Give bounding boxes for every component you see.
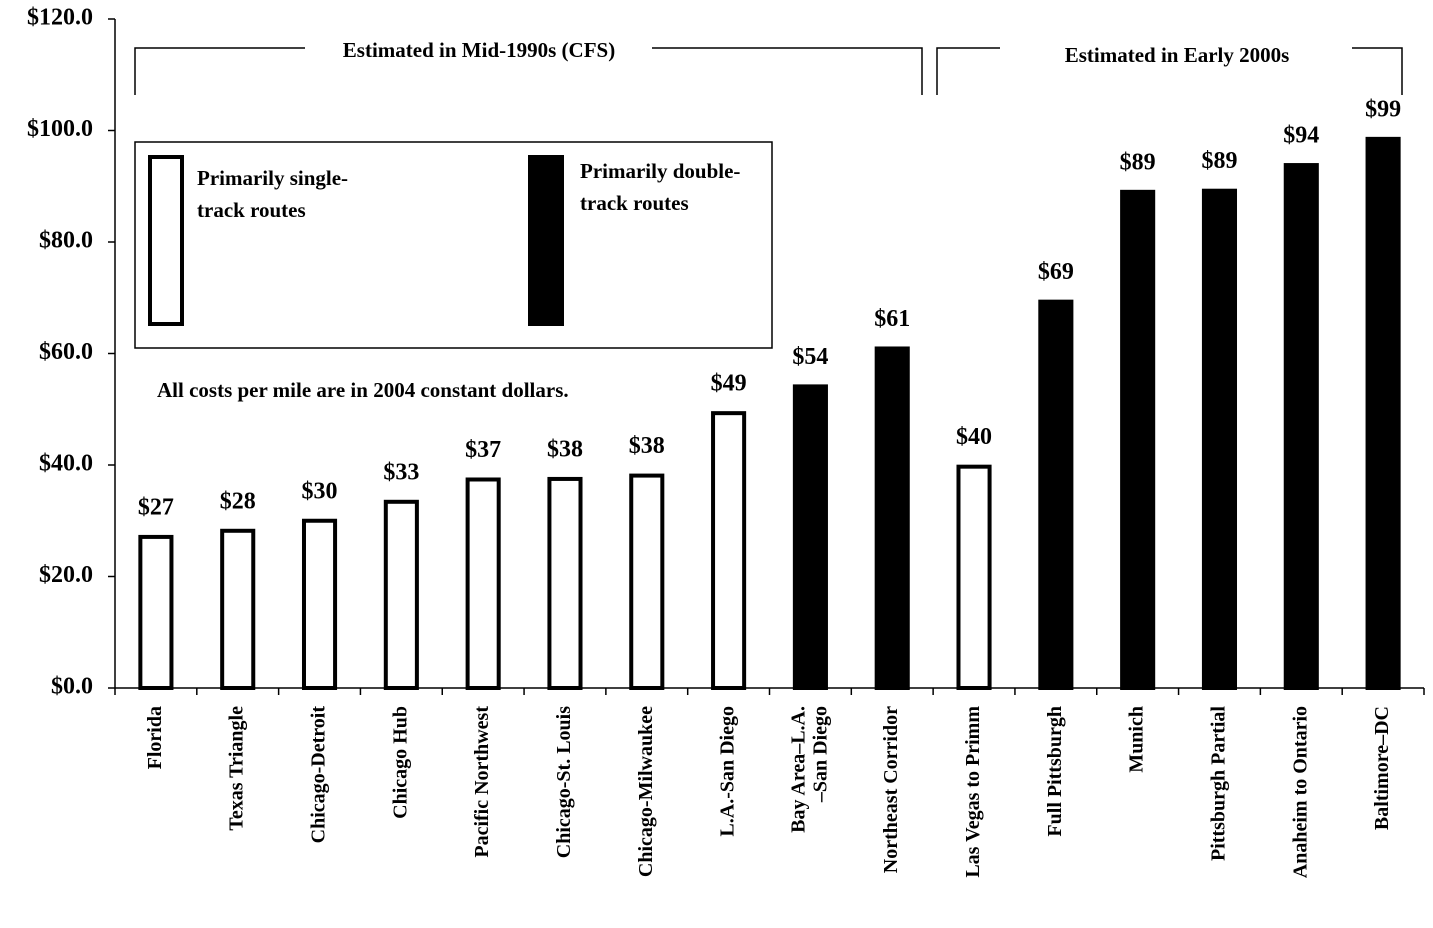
value-label: $69 xyxy=(1038,259,1074,285)
x-tick-label: Chicago-Detroit xyxy=(307,706,329,844)
bar xyxy=(301,518,338,690)
bar xyxy=(1038,299,1074,690)
x-tick-label: L.A.-San Diego xyxy=(716,706,738,837)
y-tick-label: $80.0 xyxy=(39,228,93,254)
value-label: $94 xyxy=(1283,123,1319,149)
bar xyxy=(874,346,910,690)
y-tick-label: $20.0 xyxy=(39,562,93,588)
bar xyxy=(1283,163,1319,690)
legend-swatch xyxy=(148,155,184,326)
bar xyxy=(1120,189,1156,690)
bar xyxy=(711,411,747,690)
y-tick-label: $0.0 xyxy=(51,674,93,700)
y-tick-label: $40.0 xyxy=(39,451,93,477)
bar xyxy=(1201,188,1238,691)
x-tick-label: Pacific Northwest xyxy=(471,706,493,858)
value-label: $89 xyxy=(1201,148,1237,174)
x-tick-label: Full Pittsburgh xyxy=(1043,706,1065,837)
y-tick-label: $60.0 xyxy=(39,339,93,365)
bar xyxy=(465,477,501,690)
value-label: $54 xyxy=(792,344,828,370)
annotation: Estimated in Mid-1990s (CFS) xyxy=(343,38,615,62)
value-label: $89 xyxy=(1120,149,1156,175)
legend-label: Primarily single- xyxy=(197,166,348,190)
value-label: $61 xyxy=(874,306,910,332)
legend-box xyxy=(134,141,773,349)
legend-label: track routes xyxy=(580,191,689,215)
x-tick-label: Texas Triangle xyxy=(225,706,247,831)
value-label: $38 xyxy=(547,436,583,462)
x-tick-label: Florida xyxy=(144,706,166,769)
x-tick-label: Bay Area–L.A.–San Diego xyxy=(787,706,831,833)
bracket-line xyxy=(134,47,305,95)
annotation: Estimated in Early 2000s xyxy=(1065,43,1290,67)
bar xyxy=(220,528,256,690)
value-label: $33 xyxy=(383,459,419,485)
legend-label: Primarily double- xyxy=(580,159,740,183)
bar xyxy=(383,499,419,691)
x-tick-label: Northeast Corridor xyxy=(880,706,902,873)
bracket-line xyxy=(1352,47,1403,95)
bar xyxy=(629,473,665,690)
legend-label: track routes xyxy=(197,198,306,222)
bar xyxy=(1365,136,1401,691)
legend-swatch xyxy=(528,155,564,326)
value-label: $49 xyxy=(711,371,747,397)
x-tick-label: Munich xyxy=(1125,706,1147,773)
bracket-line xyxy=(936,47,1000,95)
value-label: $27 xyxy=(138,494,174,520)
value-label: $38 xyxy=(629,433,665,459)
x-tick-label: Las Vegas to Primm xyxy=(962,706,984,878)
x-tick-label: Chicago-Milwaukee xyxy=(634,706,656,877)
bracket xyxy=(134,47,1403,95)
x-tick-label: Chicago-St. Louis xyxy=(553,706,575,858)
bar xyxy=(956,464,992,690)
value-label: $40 xyxy=(956,424,992,450)
x-tick-label: Chicago Hub xyxy=(389,706,411,819)
x-tick-label: Pittsburgh Partial xyxy=(1207,706,1229,861)
value-label: $99 xyxy=(1365,96,1401,122)
y-tick-label: $100.0 xyxy=(27,116,93,142)
x-tick-label: Anaheim to Ontario xyxy=(1289,706,1311,878)
bar xyxy=(547,476,583,690)
x-tick-label: Baltimore–DC xyxy=(1371,706,1393,830)
annotation: All costs per mile are in 2004 constant … xyxy=(157,378,569,402)
bracket-line xyxy=(652,47,923,95)
y-tick-label: $120.0 xyxy=(27,5,93,31)
bar xyxy=(138,534,174,690)
bar xyxy=(792,384,828,690)
value-label: $37 xyxy=(465,437,501,463)
value-label: $30 xyxy=(302,478,338,504)
value-label: $28 xyxy=(220,488,256,514)
